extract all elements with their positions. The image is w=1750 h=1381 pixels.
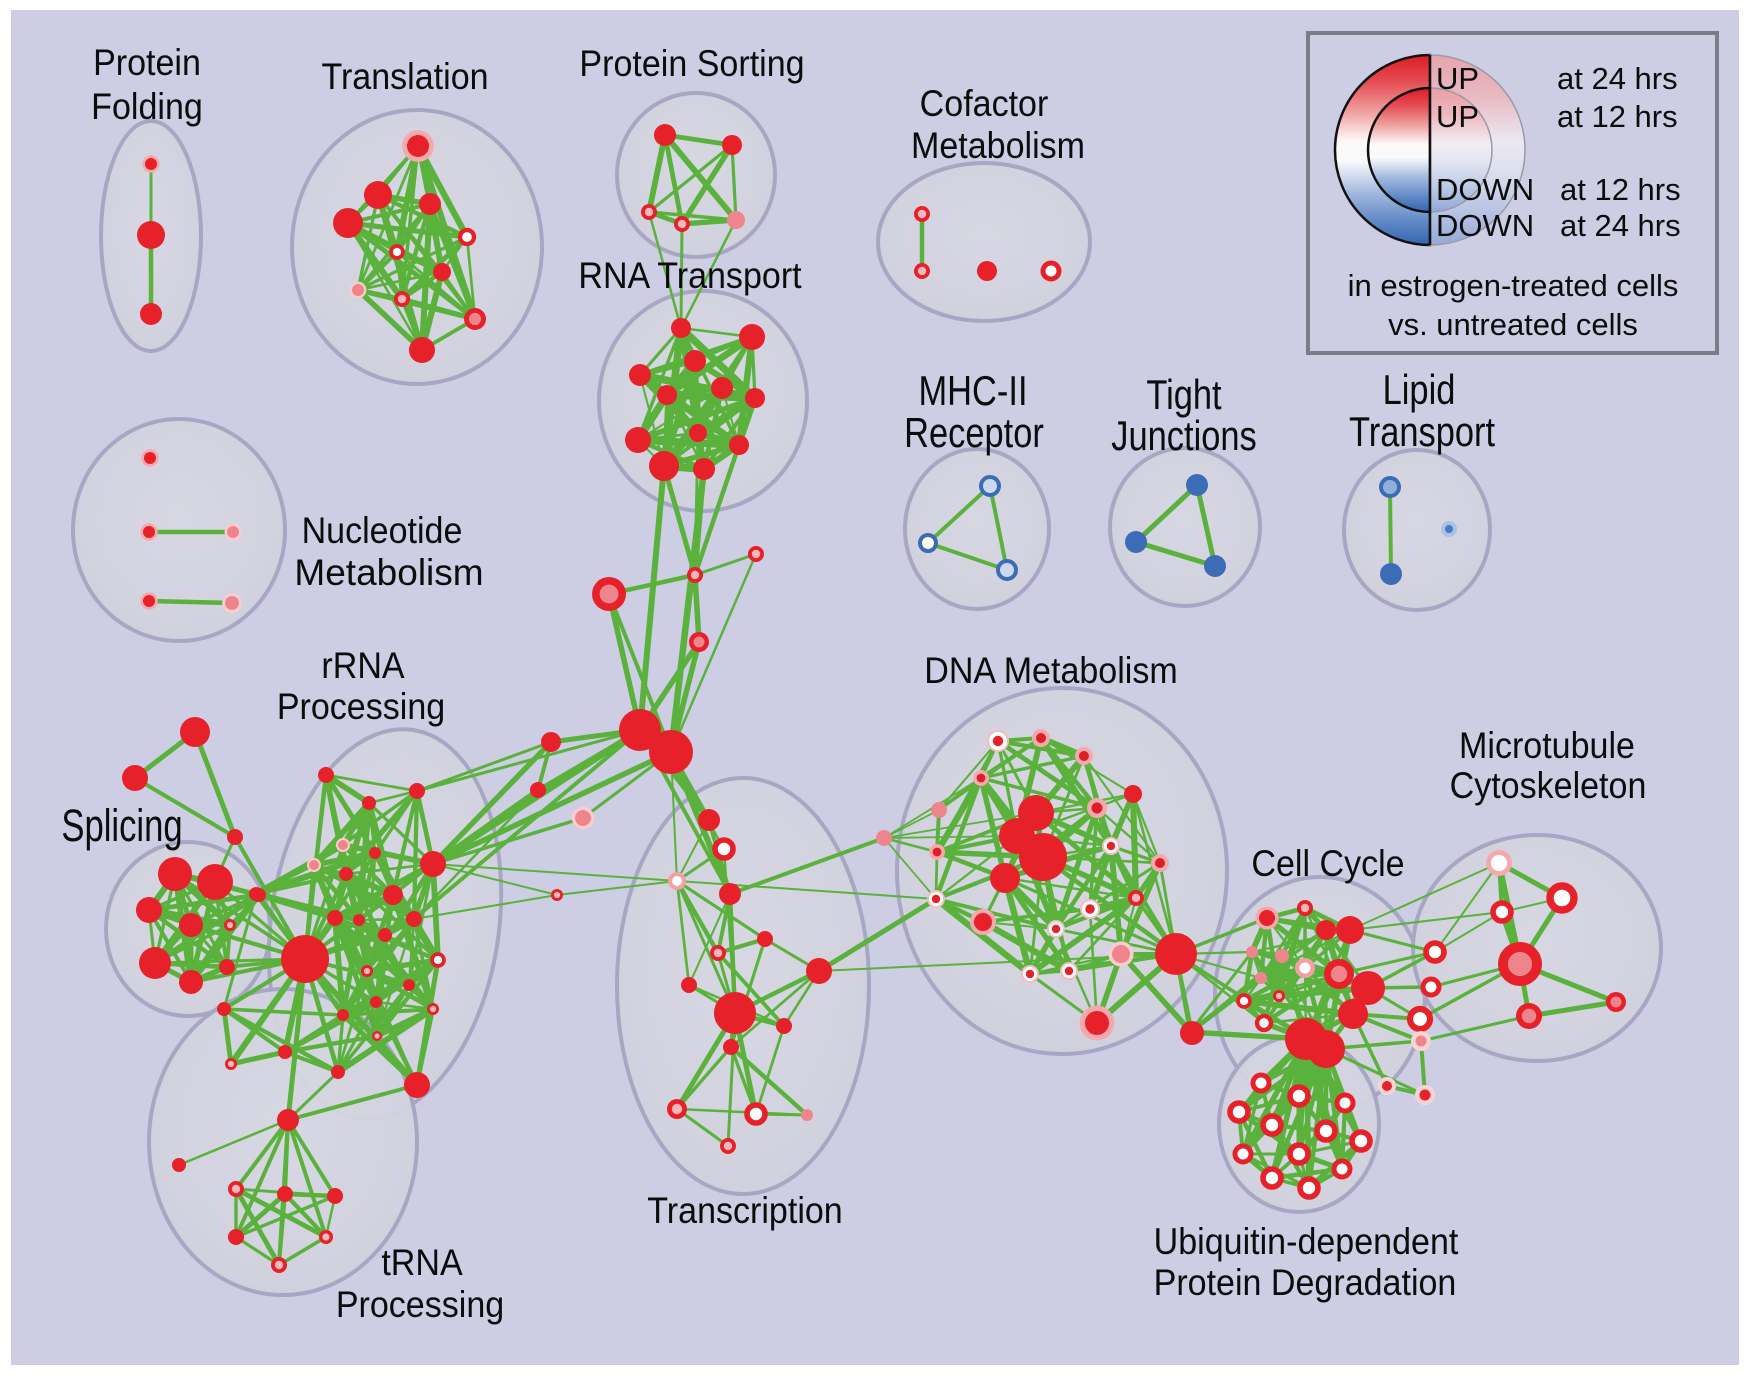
svg-text:at 12 hrs: at 12 hrs bbox=[1560, 172, 1681, 207]
svg-text:UP: UP bbox=[1436, 99, 1479, 134]
svg-text:Tight: Tight bbox=[1146, 372, 1222, 419]
svg-text:DOWN: DOWN bbox=[1436, 208, 1534, 243]
svg-text:Protein: Protein bbox=[93, 42, 201, 84]
svg-text:Transport: Transport bbox=[1349, 409, 1495, 456]
svg-text:Translation: Translation bbox=[321, 56, 488, 98]
svg-text:UP: UP bbox=[1436, 61, 1479, 96]
svg-text:Cofactor: Cofactor bbox=[920, 83, 1049, 125]
svg-text:at 12 hrs: at 12 hrs bbox=[1557, 99, 1678, 134]
svg-text:DOWN: DOWN bbox=[1436, 172, 1534, 207]
svg-text:Nucleotide: Nucleotide bbox=[302, 510, 463, 552]
svg-text:RNA Transport: RNA Transport bbox=[578, 255, 801, 297]
svg-text:Transcription: Transcription bbox=[647, 1190, 842, 1232]
svg-text:rRNA: rRNA bbox=[321, 645, 404, 687]
svg-text:Receptor: Receptor bbox=[904, 410, 1044, 457]
svg-text:Splicing: Splicing bbox=[61, 801, 182, 851]
svg-text:Microtubule: Microtubule bbox=[1459, 725, 1635, 767]
svg-text:vs. untreated cells: vs. untreated cells bbox=[1388, 307, 1638, 342]
svg-text:Processing: Processing bbox=[277, 686, 445, 728]
svg-text:Junctions: Junctions bbox=[1111, 413, 1256, 460]
svg-text:Folding: Folding bbox=[91, 86, 203, 128]
svg-text:Cell Cycle: Cell Cycle bbox=[1251, 843, 1404, 885]
svg-text:at 24 hrs: at 24 hrs bbox=[1560, 208, 1681, 243]
svg-text:Cytoskeleton: Cytoskeleton bbox=[1450, 765, 1647, 807]
svg-text:tRNA: tRNA bbox=[381, 1242, 463, 1284]
svg-text:Ubiquitin-dependent: Ubiquitin-dependent bbox=[1154, 1221, 1459, 1263]
svg-text:at 24 hrs: at 24 hrs bbox=[1557, 61, 1678, 96]
svg-text:Lipid: Lipid bbox=[1383, 367, 1456, 414]
svg-text:Metabolism: Metabolism bbox=[911, 125, 1085, 167]
svg-text:Processing: Processing bbox=[336, 1284, 504, 1326]
svg-text:MHC-II: MHC-II bbox=[919, 368, 1028, 415]
svg-text:Protein Degradation: Protein Degradation bbox=[1154, 1262, 1457, 1304]
svg-text:Metabolism: Metabolism bbox=[294, 552, 483, 593]
svg-text:DNA Metabolism: DNA Metabolism bbox=[924, 650, 1177, 692]
svg-text:in estrogen-treated cells: in estrogen-treated cells bbox=[1348, 268, 1679, 303]
svg-text:Protein Sorting: Protein Sorting bbox=[579, 43, 804, 85]
